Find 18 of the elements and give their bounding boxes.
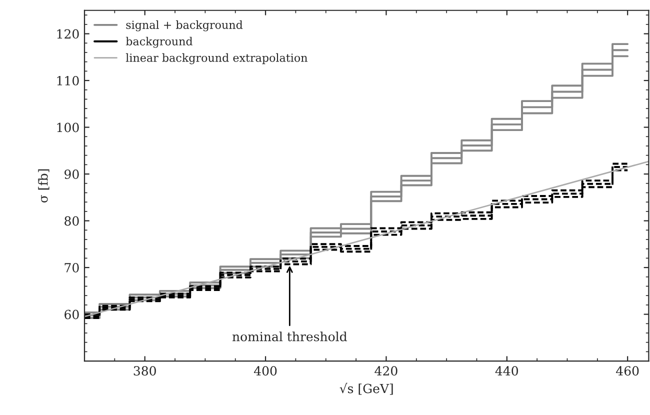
y-tick-label: 110 (57, 76, 79, 86)
x-tick-label: 380 (134, 366, 156, 376)
x-axis-title: √s [GeV] (340, 382, 393, 395)
annotation: nominal threshold (232, 332, 347, 342)
legend-label: background (126, 36, 193, 48)
y-tick-label: 100 (57, 122, 79, 132)
x-tick-label: 420 (374, 366, 398, 376)
x-tick-label: 460 (616, 366, 639, 376)
legend-label: signal + background (126, 20, 243, 32)
x-tick-label: 440 (495, 366, 518, 376)
y-tick-label: 60 (64, 310, 79, 320)
x-tick-label: 400 (254, 366, 277, 376)
y-tick-label: 120 (57, 29, 79, 39)
y-tick-label: 80 (64, 216, 79, 226)
y-tick-label: 90 (64, 169, 79, 179)
y-tick-label: 70 (64, 263, 79, 272)
y-axis-title: σ [fb] (38, 169, 50, 203)
legend-label: linear background extrapolation (126, 53, 308, 64)
